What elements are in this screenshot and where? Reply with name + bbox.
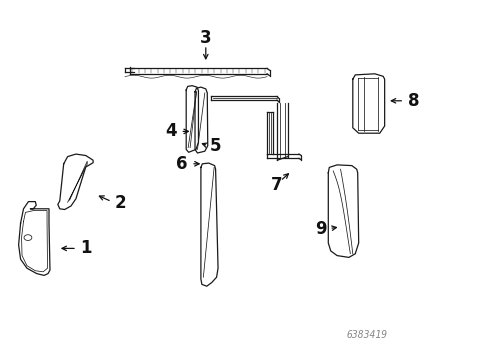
Text: 3: 3	[200, 29, 212, 47]
Text: 9: 9	[315, 220, 327, 238]
Text: 2: 2	[114, 194, 126, 212]
Text: 5: 5	[210, 137, 221, 155]
Text: 6383419: 6383419	[347, 330, 388, 340]
Text: 6: 6	[175, 155, 187, 173]
Text: 8: 8	[408, 92, 420, 110]
Text: 7: 7	[271, 176, 283, 194]
Text: 1: 1	[80, 239, 92, 257]
Text: 4: 4	[166, 122, 177, 140]
